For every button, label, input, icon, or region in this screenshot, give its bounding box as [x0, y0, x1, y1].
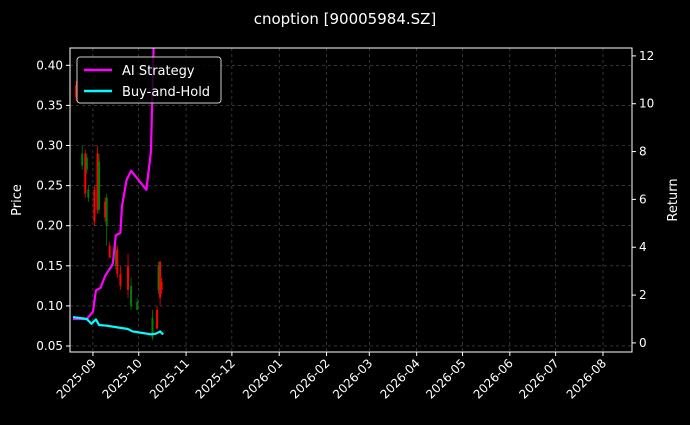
y-tick-label: 0.35 [36, 98, 63, 112]
candle-body [105, 197, 108, 226]
x-tick-label: 2026-03 [330, 356, 375, 401]
x-tick-label: 2025-10 [99, 356, 144, 401]
candle-body [127, 265, 130, 290]
legend-label-buy-and-hold: Buy-and-Hold [122, 85, 210, 100]
y-right-tick-label: 6 [639, 192, 647, 206]
y-tick-label: 0.40 [36, 58, 63, 72]
x-tick-label: 2025-11 [147, 356, 192, 401]
candle-body [136, 301, 139, 310]
candle-body [114, 249, 117, 266]
candle-body [151, 317, 154, 338]
y-axis-label: Price [10, 184, 25, 216]
candle-body [84, 153, 87, 194]
candles [75, 81, 163, 341]
candle-body [81, 153, 84, 166]
candle-body [96, 153, 99, 210]
y-right-tick-label: 12 [639, 49, 654, 63]
y-right-tick-label: 8 [639, 145, 647, 159]
y-tick-label: 0.30 [36, 139, 63, 153]
y-right-tick-label: 10 [639, 97, 654, 111]
candle-body [119, 273, 122, 286]
x-tick-label: 2026-07 [516, 356, 561, 401]
x-tick-label: 2026-08 [564, 356, 609, 401]
y-tick-label: 0.15 [36, 259, 63, 273]
series-line-ai-strategy [73, 48, 155, 321]
x-tick-label: 2025-09 [54, 356, 99, 401]
candle-body [93, 189, 96, 222]
candle-body [157, 265, 160, 290]
legend-label-ai-strategy: AI Strategy [122, 64, 195, 79]
candle-body [108, 245, 111, 258]
candle-body [130, 285, 133, 306]
x-tick-label: 2026-04 [377, 356, 422, 401]
candle-body [85, 157, 88, 170]
candle-body [159, 261, 162, 298]
y-tick-label: 0.05 [36, 339, 63, 353]
y-right-tick-label: 4 [639, 240, 647, 254]
series-line-buy-and-hold [72, 315, 164, 336]
candle-body [160, 281, 163, 290]
legend: AI Strategy Buy-and-Hold [76, 56, 222, 104]
y-tick-label: 0.10 [36, 299, 63, 313]
y-right-tick-label: 0 [639, 336, 647, 350]
candle-body [98, 161, 101, 210]
lines [72, 48, 164, 336]
y-axis-right-label: Return [666, 178, 681, 221]
candle-body [87, 189, 90, 198]
y-tick-label: 0.25 [36, 179, 63, 193]
y-right-tick-label: 2 [639, 288, 647, 302]
candle-body [75, 85, 78, 98]
x-tick-label: 2025-12 [193, 356, 238, 401]
plot-frame [69, 47, 633, 353]
x-tick-label: 2026-06 [471, 356, 516, 401]
x-tick-label: 2026-05 [423, 356, 468, 401]
grid [70, 48, 632, 352]
candle-body [104, 201, 107, 218]
x-tick-label: 2026-02 [287, 356, 332, 401]
chart-title: cnoption [90005984.SZ] [254, 10, 437, 28]
candle-body [156, 309, 159, 329]
x-tick-label: 2026-01 [240, 356, 285, 401]
y-tick-label: 0.20 [36, 219, 63, 233]
candle-body [116, 249, 119, 274]
